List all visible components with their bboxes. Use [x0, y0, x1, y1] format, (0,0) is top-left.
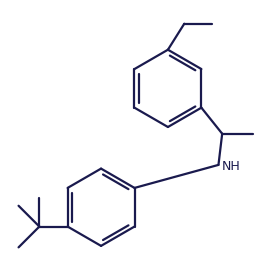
Text: NH: NH: [222, 160, 241, 173]
